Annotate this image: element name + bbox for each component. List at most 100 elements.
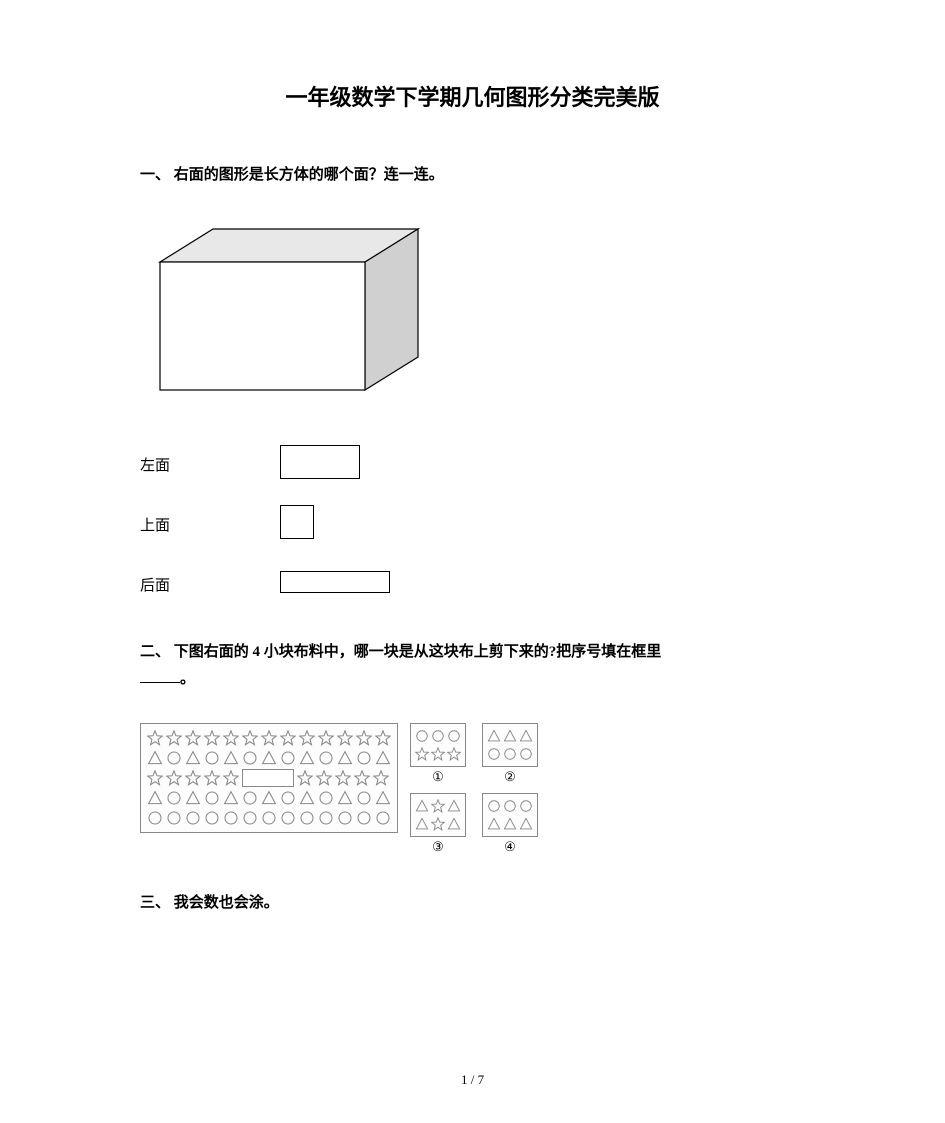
fabric-option-row [487,745,533,763]
circle-icon [487,799,501,813]
triangle-icon [261,790,277,806]
page-title: 一年级数学下学期几何图形分类完美版 [140,80,805,112]
circle-icon [280,790,296,806]
circle-icon [318,810,334,826]
triangle-icon [415,799,429,813]
triangle-icon [299,790,315,806]
circle-icon [356,810,372,826]
triangle-icon [415,817,429,831]
star-icon [356,730,372,746]
triangle-icon [447,817,461,831]
circle-icon [223,810,239,826]
star-icon [204,770,220,786]
triangle-icon [223,790,239,806]
star-icon [299,730,315,746]
fabric-option-row [487,815,533,833]
circle-icon [166,790,182,806]
fabric-main-pattern [140,723,398,833]
circle-icon [356,750,372,766]
section-2: 二、 下图右面的 4 小块布料中，哪一块是从这块布上剪下来的?把序号填在框里 。… [140,639,805,855]
circle-icon [166,810,182,826]
circle-icon [503,747,517,761]
fabric-row [147,788,391,808]
cuboid-svg [150,219,430,399]
circle-icon [204,810,220,826]
triangle-icon [223,750,239,766]
star-icon [166,730,182,746]
cuboid-figure [150,219,805,404]
fabric-option: ③ [410,793,466,855]
face-shape [280,571,390,598]
triangle-icon [487,817,501,831]
star-icon [375,730,391,746]
circle-icon [318,790,334,806]
triangle-icon [337,790,353,806]
star-icon [223,770,239,786]
fabric-row [147,748,391,768]
circle-icon [487,747,501,761]
triangle-icon [375,750,391,766]
circle-icon [204,750,220,766]
fabric-option: ① [410,723,466,785]
fabric-option-row [487,727,533,745]
triangle-icon [185,750,201,766]
fabric-row [147,768,391,788]
star-icon [415,747,429,761]
star-icon [354,770,370,786]
page-footer: 1 / 7 [0,1072,945,1088]
fabric-option-label: ② [504,769,516,785]
face-rect [280,571,390,593]
face-match-list: 左面上面后面 [140,444,805,604]
star-icon [204,730,220,746]
star-icon [280,730,296,746]
star-icon [431,817,445,831]
star-icon [335,770,351,786]
star-icon [261,730,277,746]
triangle-icon [519,729,533,743]
triangle-icon [299,750,315,766]
circle-icon [447,729,461,743]
circle-icon [519,799,533,813]
section-2-heading-period: 。 [180,671,195,687]
section-3: 三、 我会数也会涂。 [140,890,805,917]
fabric-option-row [487,797,533,815]
triangle-icon [487,729,501,743]
star-icon [223,730,239,746]
face-row: 左面 [140,444,805,484]
circle-icon [204,790,220,806]
circle-icon [337,810,353,826]
section-2-heading-text: 二、 下图右面的 4 小块布料中，哪一块是从这块布上剪下来的?把序号填在框里 [140,644,661,660]
circle-icon [261,810,277,826]
fabric-option-row [415,815,461,833]
circle-icon [318,750,334,766]
face-row: 上面 [140,504,805,544]
fabric-cutout [242,769,294,787]
face-label: 后面 [140,574,210,595]
star-icon [297,770,313,786]
triangle-icon [519,817,533,831]
star-icon [431,747,445,761]
circle-icon [431,729,445,743]
fabric-option-label: ④ [504,839,516,855]
section-1-heading: 一、 右面的图形是长方体的哪个面？连一连。 [140,162,805,189]
triangle-icon [503,817,517,831]
triangle-icon [185,790,201,806]
fabric-option-box [482,793,538,837]
fabric-row [147,808,391,828]
fabric-option-row [415,727,461,745]
section-2-heading: 二、 下图右面的 4 小块布料中，哪一块是从这块布上剪下来的?把序号填在框里 。 [140,639,805,693]
fabric-option-box [482,723,538,767]
face-row: 后面 [140,564,805,604]
cuboid-front-face [160,262,365,390]
answer-blank[interactable] [140,682,180,683]
fabric-figure: ① ② ③ ④ [140,723,805,855]
triangle-icon [337,750,353,766]
fabric-option-row [415,797,461,815]
fabric-option-box [410,723,466,767]
fabric-option-row [415,745,461,763]
face-label: 左面 [140,454,210,475]
fabric-option: ④ [482,793,538,855]
fabric-option-label: ① [432,769,444,785]
circle-icon [185,810,201,826]
star-icon [185,730,201,746]
